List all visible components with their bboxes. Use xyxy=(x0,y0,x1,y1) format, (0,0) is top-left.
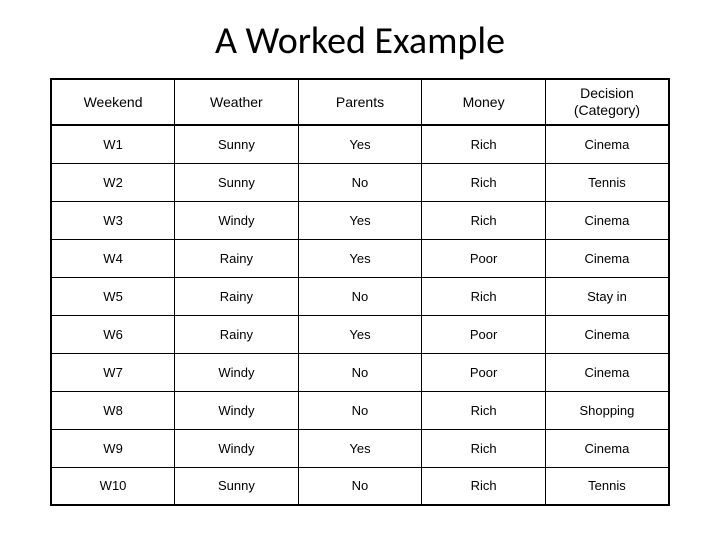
cell: Sunny xyxy=(175,125,299,163)
cell: Yes xyxy=(298,429,422,467)
col-header-weekend: Weekend xyxy=(51,79,175,125)
cell: Windy xyxy=(175,201,299,239)
cell: Stay in xyxy=(545,277,669,315)
cell: Poor xyxy=(422,239,546,277)
cell: Yes xyxy=(298,201,422,239)
cell: Rich xyxy=(422,277,546,315)
slide: A Worked Example Weekend Weather Parents… xyxy=(0,0,720,540)
table-row: W6 Rainy Yes Poor Cinema xyxy=(51,315,669,353)
table-row: W3 Windy Yes Rich Cinema xyxy=(51,201,669,239)
cell: Windy xyxy=(175,391,299,429)
cell: Shopping xyxy=(545,391,669,429)
cell: W7 xyxy=(51,353,175,391)
cell: Tennis xyxy=(545,467,669,505)
table-row: W8 Windy No Rich Shopping xyxy=(51,391,669,429)
data-table: Weekend Weather Parents Money Decision (… xyxy=(50,78,670,506)
table-header-row: Weekend Weather Parents Money Decision (… xyxy=(51,79,669,125)
cell: No xyxy=(298,277,422,315)
cell: W10 xyxy=(51,467,175,505)
cell: Rainy xyxy=(175,239,299,277)
table-row: W5 Rainy No Rich Stay in xyxy=(51,277,669,315)
cell: No xyxy=(298,163,422,201)
table-row: W2 Sunny No Rich Tennis xyxy=(51,163,669,201)
cell: Cinema xyxy=(545,353,669,391)
cell: Rich xyxy=(422,429,546,467)
cell: Rich xyxy=(422,391,546,429)
col-header-money: Money xyxy=(422,79,546,125)
table-row: W4 Rainy Yes Poor Cinema xyxy=(51,239,669,277)
cell: W9 xyxy=(51,429,175,467)
cell: Cinema xyxy=(545,201,669,239)
table-row: W1 Sunny Yes Rich Cinema xyxy=(51,125,669,163)
cell: W3 xyxy=(51,201,175,239)
cell: Cinema xyxy=(545,239,669,277)
cell: Tennis xyxy=(545,163,669,201)
cell: W6 xyxy=(51,315,175,353)
cell: No xyxy=(298,467,422,505)
cell: W8 xyxy=(51,391,175,429)
cell: W2 xyxy=(51,163,175,201)
col-header-parents: Parents xyxy=(298,79,422,125)
cell: Rich xyxy=(422,201,546,239)
cell: Poor xyxy=(422,315,546,353)
cell: Windy xyxy=(175,429,299,467)
cell: W4 xyxy=(51,239,175,277)
cell: Yes xyxy=(298,315,422,353)
cell: Rich xyxy=(422,163,546,201)
cell: Rich xyxy=(422,125,546,163)
col-header-weather: Weather xyxy=(175,79,299,125)
cell: Rich xyxy=(422,467,546,505)
cell: Yes xyxy=(298,239,422,277)
cell: W5 xyxy=(51,277,175,315)
col-header-decision: Decision (Category) xyxy=(545,79,669,125)
cell: W1 xyxy=(51,125,175,163)
cell: Sunny xyxy=(175,163,299,201)
page-title: A Worked Example xyxy=(215,18,505,64)
cell: Rainy xyxy=(175,315,299,353)
cell: Cinema xyxy=(545,429,669,467)
cell: No xyxy=(298,391,422,429)
table-row: W7 Windy No Poor Cinema xyxy=(51,353,669,391)
cell: Sunny xyxy=(175,467,299,505)
cell: Cinema xyxy=(545,315,669,353)
cell: Cinema xyxy=(545,125,669,163)
table-row: W9 Windy Yes Rich Cinema xyxy=(51,429,669,467)
cell: Yes xyxy=(298,125,422,163)
table-row: W10 Sunny No Rich Tennis xyxy=(51,467,669,505)
cell: Windy xyxy=(175,353,299,391)
cell: No xyxy=(298,353,422,391)
cell: Rainy xyxy=(175,277,299,315)
cell: Poor xyxy=(422,353,546,391)
